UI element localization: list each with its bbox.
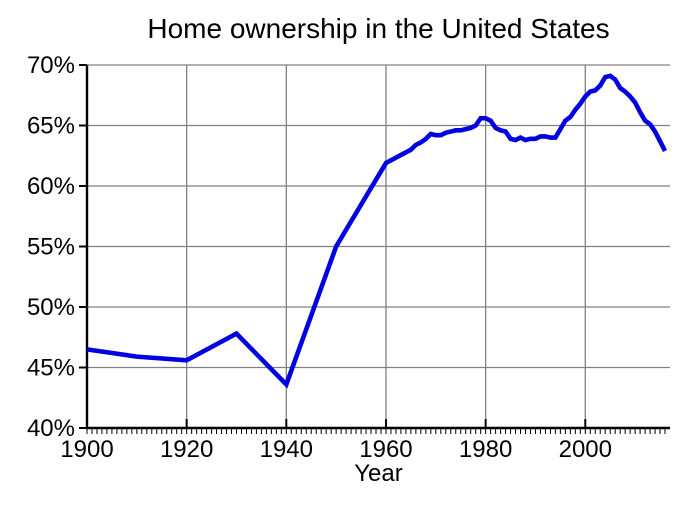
y-tick-label: 65% [27, 113, 75, 140]
x-axis-label: Year [354, 460, 403, 487]
y-tick-label: 40% [27, 415, 75, 442]
x-tick-label: 1980 [459, 436, 512, 463]
x-tick-label: 1960 [359, 436, 412, 463]
x-tick-label: 1920 [160, 436, 213, 463]
x-tick-label: 2000 [559, 436, 612, 463]
y-tick-label: 45% [27, 355, 75, 382]
chart-title: Home ownership in the United States [147, 13, 610, 44]
y-tick-label: 55% [27, 234, 75, 261]
homeownership-line [86, 73, 668, 389]
x-tick-label: 1900 [60, 436, 113, 463]
x-tick-label: 1940 [260, 436, 313, 463]
y-tick-label: 70% [27, 52, 75, 79]
y-tick-label: 60% [27, 173, 75, 200]
y-tick-label: 50% [27, 294, 75, 321]
